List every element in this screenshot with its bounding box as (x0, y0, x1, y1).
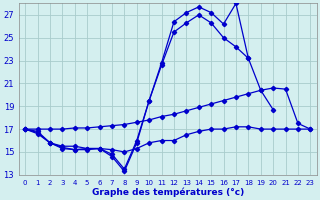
X-axis label: Graphe des températures (°c): Graphe des températures (°c) (92, 187, 244, 197)
